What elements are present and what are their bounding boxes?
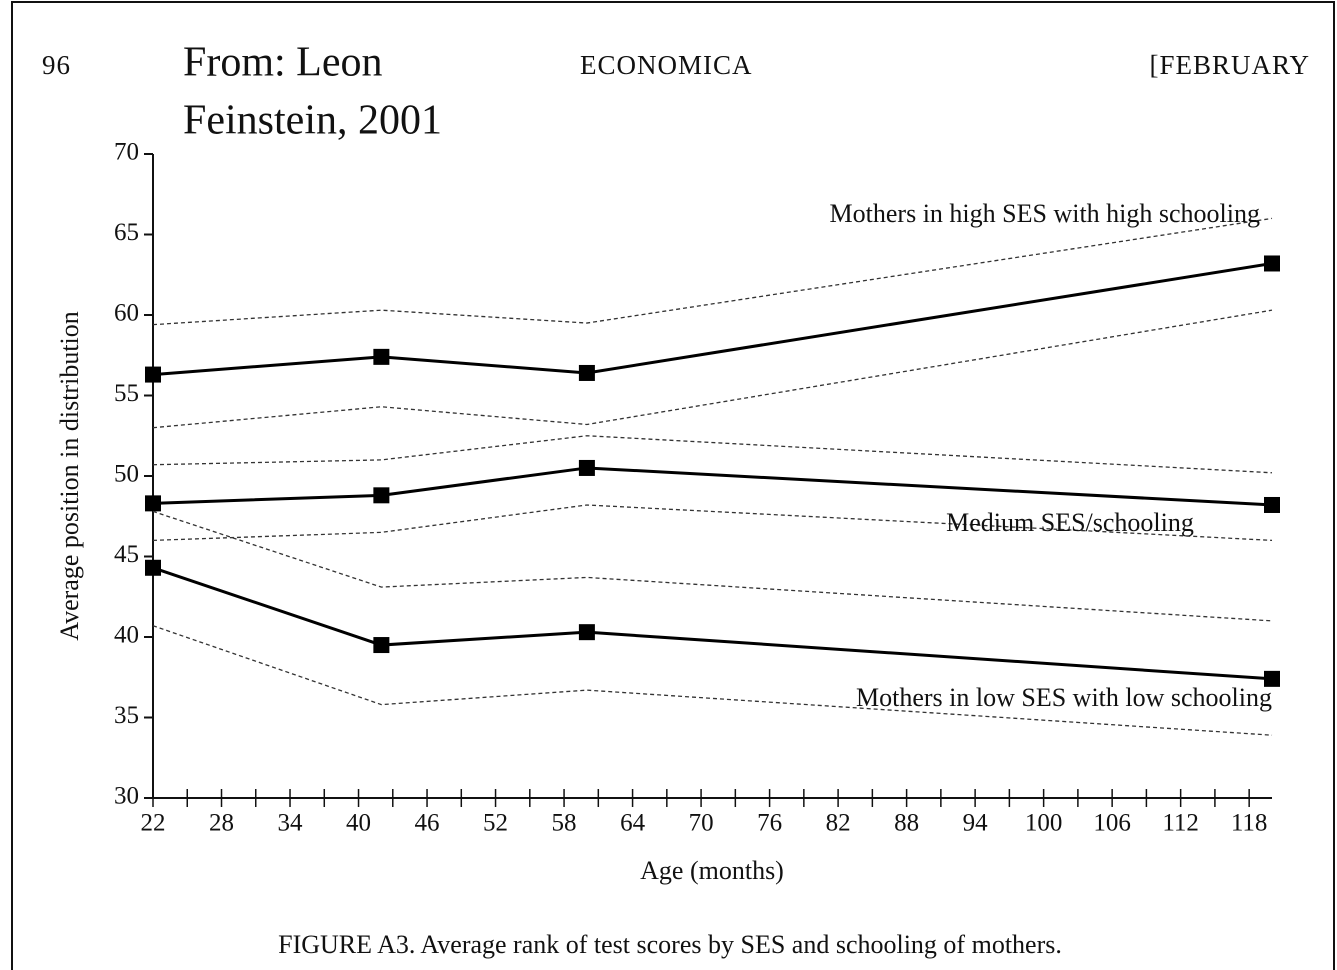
x-tick-label: 64 — [620, 810, 646, 837]
series-label: Medium SES/schooling — [946, 508, 1194, 537]
series-line — [152, 261, 1273, 377]
confidence-band-lower — [152, 309, 1273, 429]
confidence-band-lower — [152, 625, 1273, 736]
confidence-band-upper — [152, 510, 1273, 622]
marker — [373, 487, 390, 504]
confidence-band-lower — [152, 504, 1273, 542]
journal: ECONOMICA — [580, 50, 753, 80]
page-frame — [11, 1, 1335, 970]
marker — [373, 637, 390, 654]
issue: [FEBRUARY — [1149, 50, 1310, 80]
y-axis-label: Average position in distribution — [55, 311, 84, 641]
x-tick-label: 28 — [209, 810, 234, 837]
marker — [373, 348, 390, 365]
marker — [1264, 670, 1280, 687]
y-tick-label: 35 — [114, 702, 139, 729]
marker — [145, 366, 161, 383]
series-label: Mothers in low SES with low schooling — [856, 683, 1272, 712]
x-tick-label: 46 — [415, 810, 440, 837]
series-line — [152, 566, 1273, 681]
x-tick-label: 82 — [826, 810, 851, 837]
x-tick-label: 58 — [552, 810, 577, 837]
x-tick-label: 76 — [757, 810, 782, 837]
x-tick-label: 22 — [141, 810, 166, 837]
y-tick-label: 45 — [114, 541, 139, 568]
x-tick-label: 70 — [689, 810, 714, 837]
marker — [578, 459, 595, 476]
x-tick-label: 118 — [1231, 810, 1268, 837]
confidence-band-upper — [152, 435, 1273, 474]
x-tick-label: 40 — [346, 810, 371, 837]
marker — [578, 364, 595, 381]
y-tick-label: 55 — [114, 380, 139, 407]
source-line: From: Leon — [183, 40, 382, 86]
x-tick-label: 106 — [1093, 810, 1131, 837]
y-tick-label: 30 — [114, 783, 139, 810]
x-tick-label: 88 — [894, 810, 919, 837]
marker — [145, 559, 161, 576]
page-number: 96 — [42, 50, 71, 80]
x-tick-label: 52 — [483, 810, 508, 837]
series-label: Mothers in high SES with high schooling — [830, 199, 1260, 228]
marker — [1264, 496, 1280, 513]
y-tick-label: 50 — [114, 461, 139, 488]
source-line: Feinstein, 2001 — [183, 98, 442, 144]
marker — [578, 624, 595, 641]
x-tick-label: 112 — [1162, 810, 1199, 837]
y-tick-label: 65 — [114, 219, 139, 246]
marker — [1264, 255, 1280, 272]
x-axis-label: Age (months) — [640, 856, 784, 885]
series-line — [152, 466, 1273, 507]
y-tick-label: 70 — [114, 139, 139, 166]
x-tick-label: 94 — [963, 810, 989, 837]
x-tick-label: 34 — [278, 810, 304, 837]
marker — [145, 495, 161, 512]
confidence-band-upper — [152, 217, 1273, 326]
y-tick-label: 60 — [114, 300, 139, 327]
caption: FIGURE A3. Average rank of test scores b… — [278, 930, 1062, 959]
x-tick-label: 100 — [1025, 810, 1063, 837]
y-tick-label: 40 — [114, 622, 139, 649]
